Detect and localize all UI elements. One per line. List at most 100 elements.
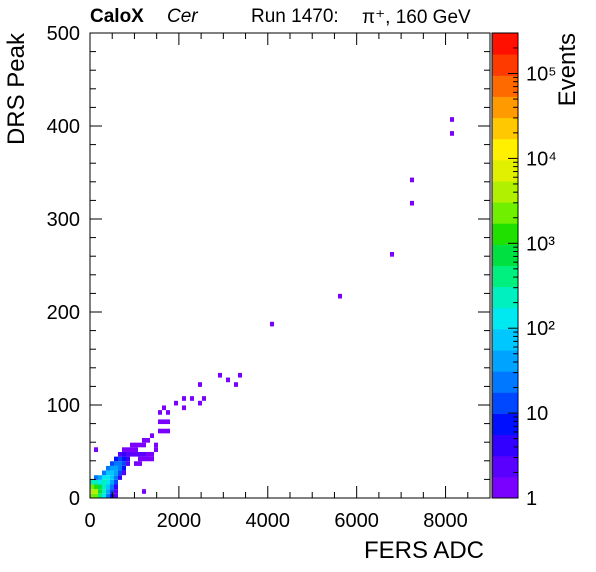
beam-label: π⁺, 160 GeV [362, 7, 471, 28]
heatmap-bin [122, 447, 126, 452]
heatmap-bin [158, 419, 162, 425]
heatmap-bin [142, 451, 146, 457]
colorbar-segment [492, 476, 518, 499]
heatmap-bin [94, 475, 98, 480]
heatmap-bin [154, 442, 158, 448]
colorbar-segment [492, 434, 518, 457]
bins-layer [90, 117, 454, 499]
colorbar-tick-label: 10⁴ [526, 148, 557, 170]
colorbar-label: Events [554, 33, 581, 106]
heatmap-bin [110, 475, 114, 480]
heatmap-bin [162, 405, 166, 411]
heatmap-bin [198, 400, 202, 406]
heatmap-bin [106, 470, 110, 476]
heatmap-bin [94, 484, 98, 490]
heatmap-bin [166, 428, 170, 434]
colorbar-segment [492, 180, 518, 203]
heatmap-bin [114, 489, 118, 494]
heatmap-bin [114, 479, 118, 485]
run-label: Run 1470: [251, 6, 339, 27]
x-tick-label: 6000 [334, 510, 379, 532]
heatmap-bin [122, 470, 126, 476]
heatmap-bin [142, 442, 146, 448]
heatmap-bin [118, 456, 122, 462]
colorbar-segment [492, 33, 518, 55]
y-tick-label: 300 [47, 209, 80, 231]
heatmap-bin [138, 451, 142, 457]
heatmap-bin [118, 465, 122, 471]
colorbar-tick-label: 10² [526, 318, 555, 340]
colorbar-tick-label: 10⁵ [526, 64, 557, 86]
heatmap-bin [166, 410, 170, 415]
y-tick-label: 500 [47, 23, 80, 45]
heatmap-bin [138, 461, 142, 466]
heatmap-bin [146, 438, 150, 443]
y-tick-label: 200 [47, 302, 80, 324]
heatmap-bin [94, 493, 98, 499]
heatmap-bin [114, 465, 118, 471]
heatmap-bin [182, 396, 186, 401]
heatmap-bin [134, 461, 138, 466]
heatmap-bin [122, 456, 126, 462]
heatmap-bin [190, 396, 194, 401]
y-tick-label: 0 [69, 488, 80, 510]
heatmap-bin [110, 484, 114, 490]
heatmap-bin [126, 451, 130, 457]
heatmap-bin [338, 293, 342, 299]
heatmap-bin [122, 461, 126, 466]
heatmap-bin [106, 484, 110, 490]
colorbar-segment [492, 413, 518, 436]
x-tick-label: 0 [84, 510, 95, 532]
heatmap-bin [126, 447, 130, 452]
heatmap-bin [126, 456, 130, 462]
colorbar-segment [492, 350, 518, 372]
heatmap-bin [102, 470, 106, 476]
heatmap-bin [130, 442, 134, 448]
plot-frame [89, 32, 491, 499]
colorbar-segment [492, 96, 518, 119]
heatmap-bin [198, 382, 202, 387]
heatmap-bin [130, 451, 134, 457]
heatmap-bin [102, 484, 106, 490]
heatmap-bin [134, 447, 138, 452]
colorbar-segment [492, 307, 518, 330]
heatmap-bin [202, 396, 206, 401]
y-tick-label: 400 [47, 116, 80, 138]
heatmap-bin [110, 479, 114, 485]
heatmap-bin [130, 447, 134, 452]
heatmap-bin [98, 484, 102, 490]
heatmap-bin [90, 484, 94, 490]
heatmap-bin [390, 252, 394, 257]
heatmap-bin [138, 456, 142, 462]
colorbar-frame [491, 32, 519, 499]
experiment-label: CaloX [90, 6, 144, 27]
heatmap-bin [150, 456, 154, 462]
heatmap-bin [90, 493, 94, 499]
heatmap-bin [158, 428, 162, 434]
heatmap-bin [102, 489, 106, 494]
heatmap-bin [138, 442, 142, 448]
heatmap-bin [122, 451, 126, 457]
heatmap-bin [114, 475, 118, 480]
heatmap-bin [154, 447, 158, 452]
colorbar-segment [492, 265, 518, 288]
heatmap-bin [90, 489, 94, 494]
heatmap-bin [106, 475, 110, 480]
colorbar-segment [492, 138, 518, 161]
axes-layer: 0 2000 4000 6000 8000 0 100 200 300 400 500 [47, 23, 491, 532]
heatmap-bin [174, 400, 178, 406]
heatmap-bin [94, 489, 98, 494]
heatmap-bin [126, 461, 130, 466]
colorbar-segment [492, 75, 518, 97]
heatmap-bin [114, 461, 118, 466]
heatmap-bin [150, 433, 154, 439]
heatmap-bin [450, 131, 454, 136]
colorbar-segment [492, 54, 518, 76]
heatmap-bin [102, 475, 106, 480]
colorbar-segment [492, 328, 518, 351]
heatmap-bin [182, 405, 186, 411]
colorbar-tick-label: 10³ [526, 233, 555, 255]
colorbar-segment [492, 117, 518, 140]
